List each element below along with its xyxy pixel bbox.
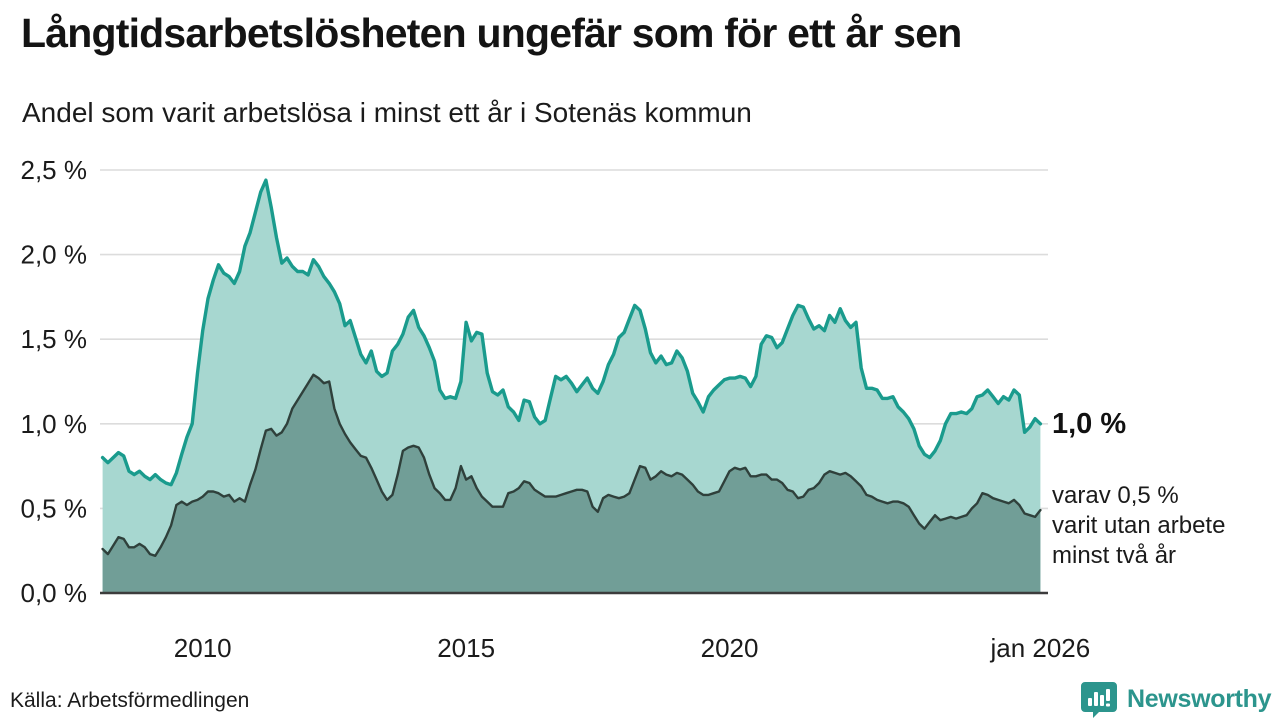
newsworthy-brand: Newsworthy xyxy=(1080,680,1272,718)
series-line-arbetslösa-minst-två-år xyxy=(101,373,1042,557)
page-title: Långtidsarbetslösheten ungefär som för e… xyxy=(21,10,962,56)
x-tick-label: 2020 xyxy=(701,633,759,663)
end-value-label: 1,0 % xyxy=(1052,408,1127,440)
y-tick-label: 0,5 % xyxy=(21,493,88,523)
y-tick-label: 2,0 % xyxy=(21,240,88,270)
series-area-arbetslösa-minst-två-år xyxy=(102,374,1041,593)
y-tick-label: 0,0 % xyxy=(21,578,88,608)
x-tick-label: 2015 xyxy=(437,633,495,663)
newsworthy-logo-icon xyxy=(1081,682,1117,718)
y-tick-label: 1,0 % xyxy=(21,409,88,439)
x-tick-label: jan 2026 xyxy=(989,633,1090,663)
series-line-arbetslösa-minst-ett-år xyxy=(100,178,1043,487)
secondary-annotation: varav 0,5 % varit utan arbete minst två … xyxy=(1052,482,1226,569)
source-credit: Källa: Arbetsförmedlingen xyxy=(10,689,250,712)
y-tick-label: 2,5 % xyxy=(21,155,88,185)
chart-subtitle: Andel som varit arbetslösa i minst ett å… xyxy=(22,97,752,128)
newsworthy-wordmark: Newsworthy xyxy=(1127,684,1272,713)
x-tick-label: 2010 xyxy=(174,633,232,663)
y-tick-label: 1,5 % xyxy=(21,324,88,354)
